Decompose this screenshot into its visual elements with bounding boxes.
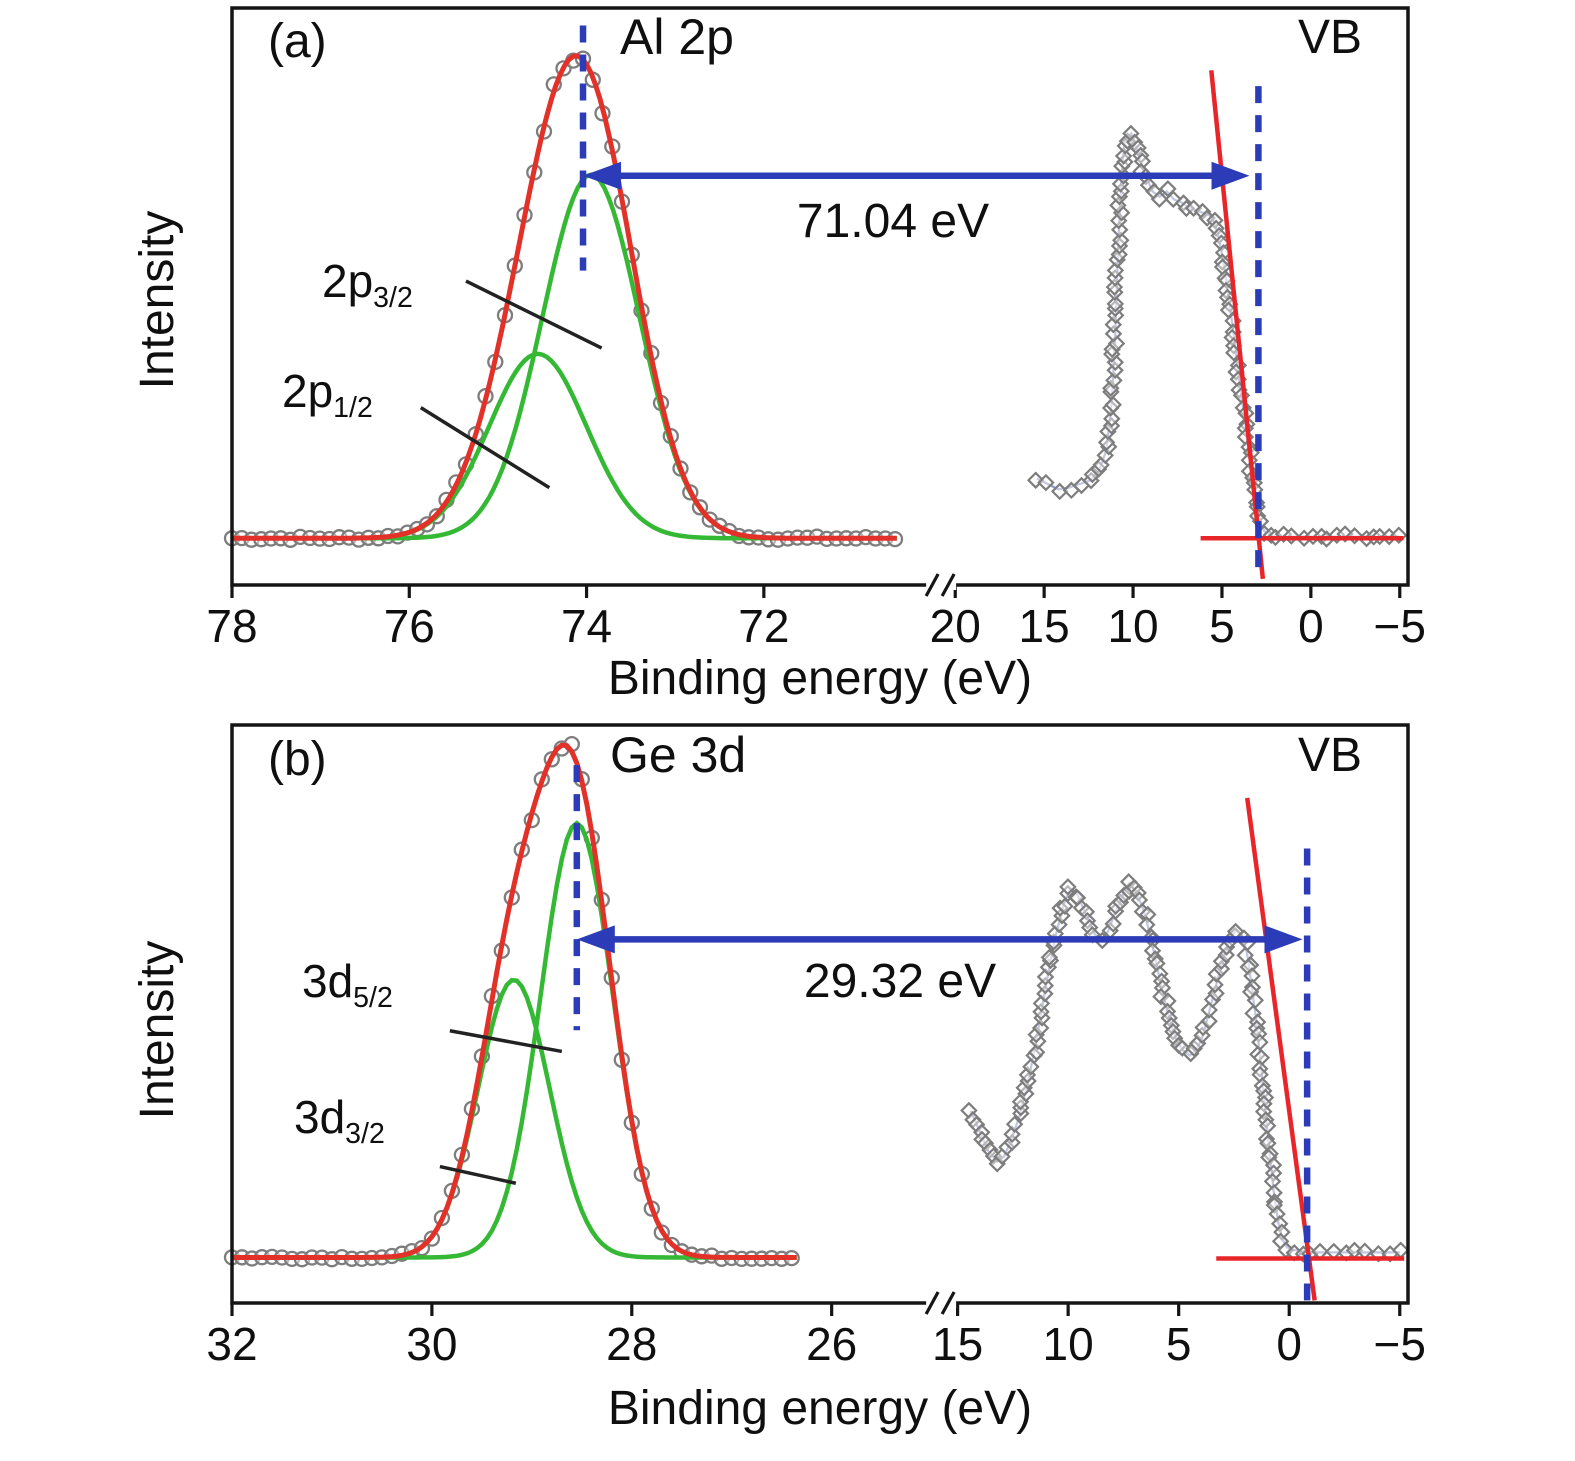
svg-text:5: 5 — [1209, 600, 1235, 652]
panel-b-plot: 32 30 28 26 15 10 5 0 −5 — [206, 723, 1426, 1370]
peak-label-sub: 1/2 — [333, 392, 373, 425]
svg-text:32: 32 — [206, 1318, 257, 1370]
separation-energy-a: 71.04 eV — [796, 195, 990, 248]
svg-text:26: 26 — [806, 1318, 857, 1370]
peak-label-main: 3d — [302, 955, 354, 1007]
x-axis-label-a: Binding energy (eV) — [607, 652, 1033, 705]
x-axis-label-b: Binding energy (eV) — [607, 1382, 1033, 1435]
core-level-title-b: Ge 3d — [610, 727, 747, 783]
svg-text:76: 76 — [384, 600, 435, 652]
svg-text:20: 20 — [930, 600, 981, 652]
vb-title-a: VB — [1298, 11, 1363, 64]
peak-label-main: 2p — [282, 365, 334, 417]
panel-label-b: (b) — [268, 733, 327, 786]
svg-text:−5: −5 — [1374, 1318, 1426, 1370]
svg-text:−5: −5 — [1374, 600, 1426, 652]
svg-text:10: 10 — [1107, 600, 1158, 652]
vb-title-b: VB — [1298, 729, 1363, 782]
core-level-title-a: Al 2p — [620, 9, 734, 65]
peak-label-sub: 3/2 — [345, 1118, 385, 1151]
svg-text:72: 72 — [738, 600, 789, 652]
peak-label-b-3d52: 3d5/2 — [302, 958, 393, 1013]
svg-text:74: 74 — [561, 600, 612, 652]
y-axis-label-b: Intensity — [131, 940, 184, 1120]
svg-text:10: 10 — [1043, 1318, 1094, 1370]
peak-label-sub: 3/2 — [373, 282, 413, 315]
separation-energy-b: 29.32 eV — [803, 955, 997, 1008]
svg-text:30: 30 — [406, 1318, 457, 1370]
svg-text:0: 0 — [1276, 1318, 1302, 1370]
peak-label-sub: 5/2 — [353, 982, 393, 1015]
svg-text:15: 15 — [1019, 600, 1070, 652]
panel-label-a: (a) — [268, 15, 327, 68]
svg-text:15: 15 — [932, 1318, 983, 1370]
svg-text:78: 78 — [206, 600, 257, 652]
peak-label-b-3d32: 3d3/2 — [294, 1094, 385, 1149]
peak-label-main: 3d — [294, 1091, 346, 1143]
panel-a-plot: 78 76 74 72 20 15 10 5 0 −5 — [206, 6, 1426, 652]
peak-label-a-2p32: 2p3/2 — [322, 258, 413, 313]
peak-label-a-2p12: 2p1/2 — [282, 368, 373, 423]
svg-text:5: 5 — [1166, 1318, 1192, 1370]
svg-text:28: 28 — [606, 1318, 657, 1370]
y-axis-label-a: Intensity — [131, 210, 184, 390]
svg-text:0: 0 — [1298, 600, 1324, 652]
peak-label-main: 2p — [322, 255, 374, 307]
